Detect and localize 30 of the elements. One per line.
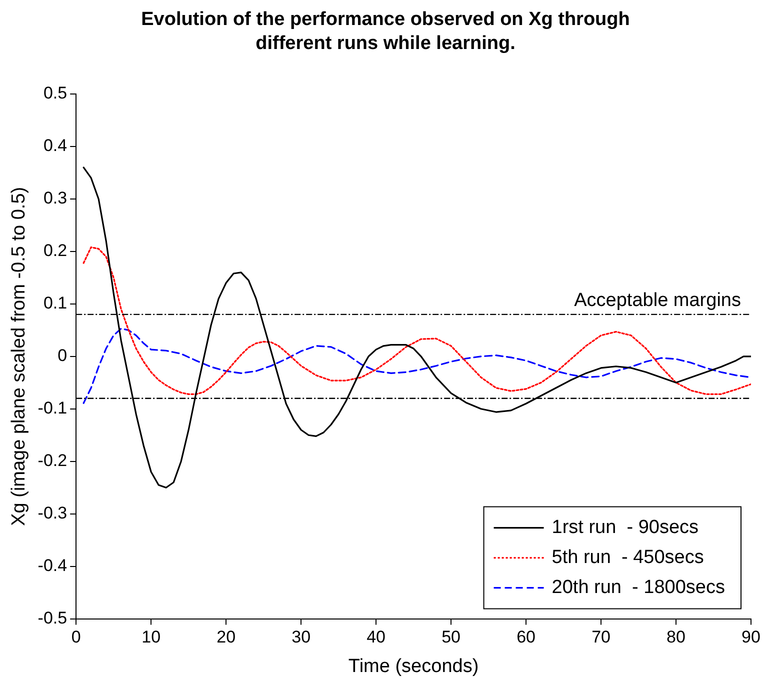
x-tick-label: 40 xyxy=(366,628,386,647)
x-tick-label: 30 xyxy=(292,628,311,647)
legend-label: 1rst run - 90secs xyxy=(552,517,699,538)
x-tick-label: 80 xyxy=(666,628,686,647)
y-tick-label: 0.4 xyxy=(43,136,68,156)
line-series xyxy=(82,246,751,395)
line-series xyxy=(82,328,751,404)
y-axis-title: Xg (image plane scaled from -0.5 to 0.5) xyxy=(8,186,30,526)
legend-label: 20th run - 1800secs xyxy=(552,577,725,598)
y-tick-label: 0.5 xyxy=(43,84,68,103)
x-tick-label: 60 xyxy=(516,628,536,647)
y-tick-label: 0.1 xyxy=(43,294,68,313)
y-tick-label: 0 xyxy=(58,346,68,366)
x-tick-label: 20 xyxy=(216,628,236,647)
y-tick-label: 0.3 xyxy=(43,188,68,208)
y-tick-label: -0.2 xyxy=(38,451,68,470)
chart-title: Evolution of the performance observed on Xg through different runs while learning. xyxy=(140,8,631,56)
y-tick-label: -0.5 xyxy=(38,608,68,628)
y-tick-label: -0.3 xyxy=(38,504,68,523)
x-axis-title: Time (seconds) xyxy=(348,656,479,677)
y-tick-label: 0.2 xyxy=(43,241,68,260)
x-tick-label: 50 xyxy=(442,628,460,647)
x-tick-label: 0 xyxy=(71,628,81,647)
x-tick-label: 90 xyxy=(742,628,760,647)
ref-line-label: Acceptable margins xyxy=(574,290,741,312)
x-tick-label: 70 xyxy=(592,628,610,647)
legend-label: 5th run - 450secs xyxy=(552,547,704,568)
y-tick-label: -0.1 xyxy=(38,398,68,418)
x-tick-label: 10 xyxy=(142,628,161,647)
y-tick-label: -0.4 xyxy=(38,556,68,576)
